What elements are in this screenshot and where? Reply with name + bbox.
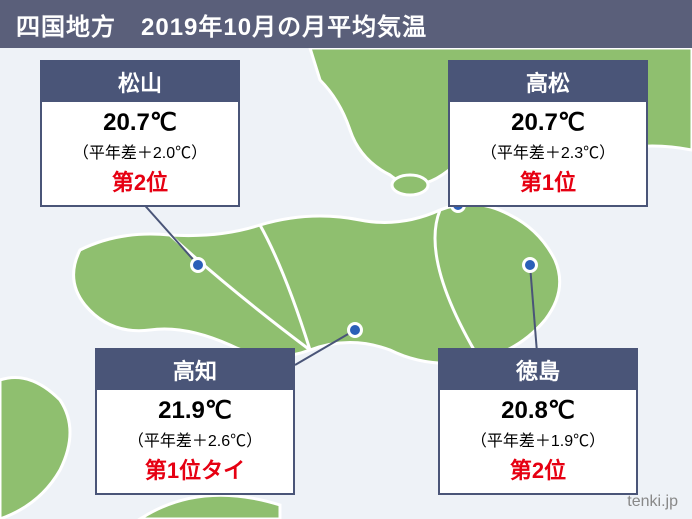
temp-kochi: 21.9℃ — [101, 396, 289, 425]
card-kochi: 高知 21.9℃ （平年差＋2.6℃） 第1位タイ — [95, 348, 295, 495]
marker-tokushima — [522, 257, 538, 273]
rank-kochi: 第1位タイ — [101, 453, 289, 485]
diff-takamatsu: （平年差＋2.3℃） — [454, 139, 642, 163]
city-name-matsuyama: 松山 — [42, 62, 238, 102]
temp-tokushima: 20.8℃ — [444, 396, 632, 425]
marker-matsuyama — [190, 257, 206, 273]
temp-takamatsu: 20.7℃ — [454, 108, 642, 137]
diff-matsuyama: （平年差＋2.0℃） — [46, 139, 234, 163]
diff-tokushima: （平年差＋1.9℃） — [444, 427, 632, 451]
card-tokushima: 徳島 20.8℃ （平年差＋1.9℃） 第2位 — [438, 348, 638, 495]
city-name-takamatsu: 高松 — [450, 62, 646, 102]
diff-kochi: （平年差＋2.6℃） — [101, 427, 289, 451]
watermark: tenki.jp — [627, 493, 678, 511]
card-takamatsu: 高松 20.7℃ （平年差＋2.3℃） 第1位 — [448, 60, 648, 207]
rank-takamatsu: 第1位 — [454, 165, 642, 197]
card-matsuyama: 松山 20.7℃ （平年差＋2.0℃） 第2位 — [40, 60, 240, 207]
title-bar: 四国地方 2019年10月の月平均気温 — [0, 0, 692, 48]
city-name-kochi: 高知 — [97, 350, 293, 390]
rank-tokushima: 第2位 — [444, 453, 632, 485]
marker-kochi — [347, 322, 363, 338]
temp-matsuyama: 20.7℃ — [46, 108, 234, 137]
city-name-tokushima: 徳島 — [440, 350, 636, 390]
page-title: 四国地方 2019年10月の月平均気温 — [16, 7, 427, 42]
rank-matsuyama: 第2位 — [46, 165, 234, 197]
